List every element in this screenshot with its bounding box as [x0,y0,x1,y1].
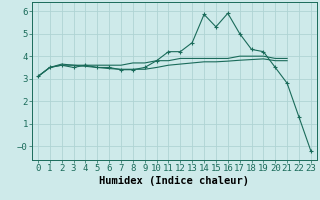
X-axis label: Humidex (Indice chaleur): Humidex (Indice chaleur) [100,176,249,186]
